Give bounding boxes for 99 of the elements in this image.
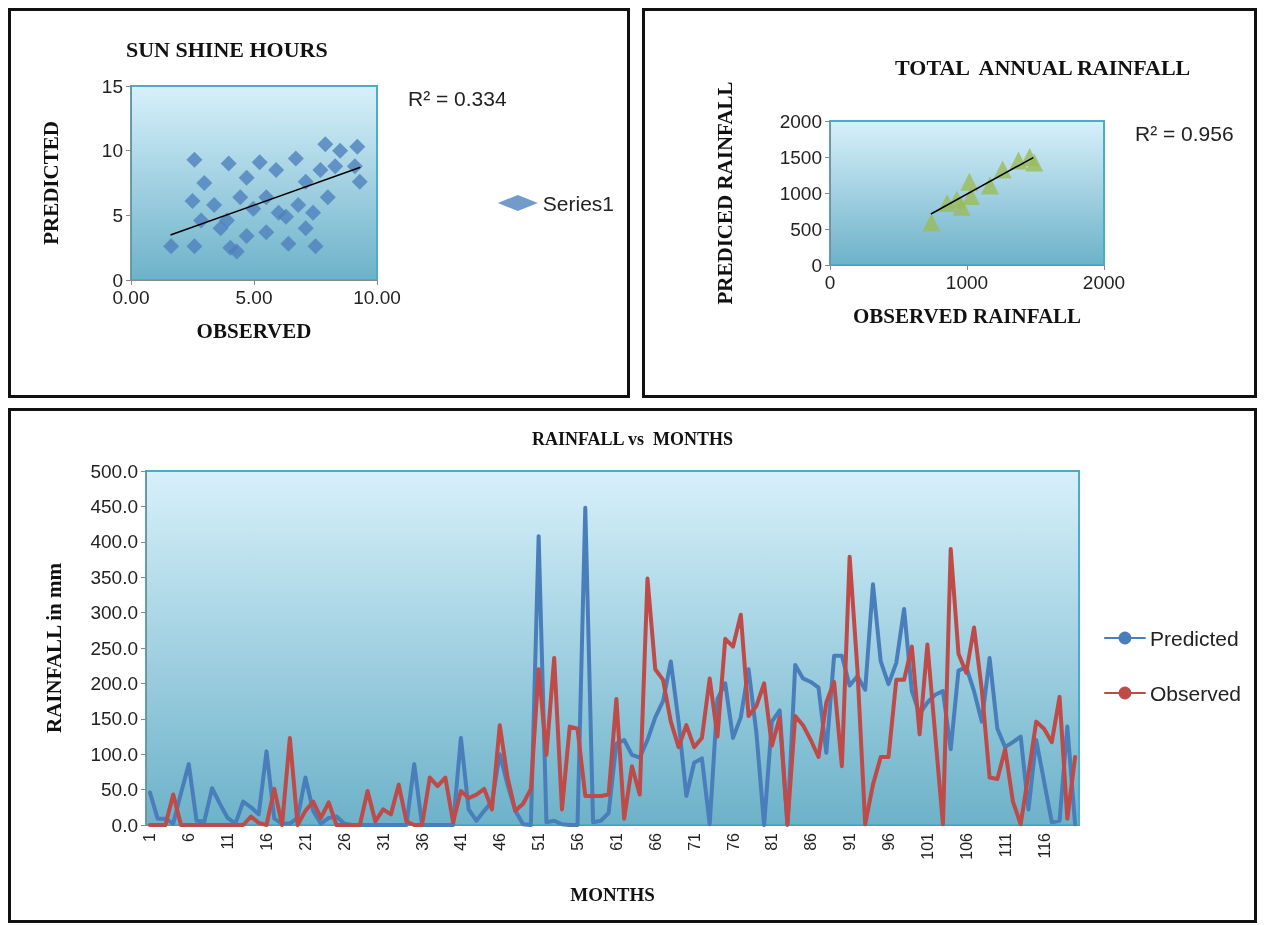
y-tick-label: 50.0 xyxy=(101,779,138,801)
point xyxy=(186,238,203,255)
chart-title: TOTAL ANNUAL RAINFALL xyxy=(895,54,1191,80)
point xyxy=(163,238,180,255)
point xyxy=(277,208,294,225)
y-tick-label: 400.0 xyxy=(90,531,138,553)
point xyxy=(238,169,255,186)
point xyxy=(184,193,201,210)
point xyxy=(196,175,213,191)
x-tick-label: 21 xyxy=(296,832,314,851)
point xyxy=(280,235,297,252)
point xyxy=(238,228,255,245)
x-tick-label: 101 xyxy=(918,832,936,860)
x-tick-label: 51 xyxy=(530,832,548,851)
point xyxy=(960,172,979,191)
x-tick-label: 41 xyxy=(452,832,470,851)
x-tick-label: 26 xyxy=(335,832,353,851)
y-tick-label: 1000 xyxy=(779,182,822,204)
x-tick-label: 31 xyxy=(374,832,392,851)
x-tick-label: 11 xyxy=(219,832,237,850)
legend-label: Predicted xyxy=(1149,626,1239,650)
legend-label: Series1 xyxy=(542,191,614,215)
point xyxy=(319,189,336,206)
x-tick-label: 16 xyxy=(258,832,276,851)
point xyxy=(220,155,237,172)
x-tick-label: 116 xyxy=(1035,832,1053,859)
point xyxy=(307,238,324,255)
y-axis-title: RAINFALL in mm xyxy=(41,562,66,733)
point xyxy=(981,176,1000,195)
y-tick-label: 300.0 xyxy=(90,602,138,624)
point xyxy=(952,197,971,216)
point xyxy=(268,162,285,179)
x-tick-label: 6 xyxy=(180,832,198,842)
point xyxy=(297,220,314,237)
y-tick-label: 350.0 xyxy=(90,566,138,588)
point xyxy=(332,142,349,159)
x-tick-label: 81 xyxy=(763,832,781,851)
x-tick-label: 46 xyxy=(491,832,509,851)
point xyxy=(317,136,334,153)
x-axis-title: OBSERVED RAINFALL xyxy=(852,303,1082,328)
text: R² = 0.334 xyxy=(408,87,507,110)
x-tick-label: 1 xyxy=(141,832,159,842)
x-tick-label: 111 xyxy=(996,832,1014,858)
x-tick-label: 66 xyxy=(646,832,664,851)
point xyxy=(305,204,322,221)
x-axis-title: OBSERVED xyxy=(196,318,312,343)
text: R² = 0.956 xyxy=(1135,122,1234,145)
x-tick-label: 76 xyxy=(724,832,742,851)
point xyxy=(251,154,268,171)
point xyxy=(961,186,980,205)
point xyxy=(228,243,245,260)
x-tick-label: 86 xyxy=(802,832,820,851)
x-tick-label: 106 xyxy=(957,832,975,860)
y-tick-label: 0.0 xyxy=(111,814,138,836)
x-tick-label: 56 xyxy=(569,832,587,851)
y-tick-label: 15 xyxy=(101,75,123,97)
point xyxy=(206,196,223,213)
point xyxy=(290,196,307,213)
x-tick-label: 0.00 xyxy=(112,287,150,308)
x-tick-label: 91 xyxy=(841,832,859,851)
y-tick-label: 100.0 xyxy=(90,743,138,765)
x-tick-label: 96 xyxy=(880,832,898,851)
point xyxy=(327,158,344,175)
y-tick-label: 5 xyxy=(112,204,123,226)
x-tick-label: 2000 xyxy=(1082,272,1126,293)
y-tick-label: 450.0 xyxy=(90,495,138,517)
point xyxy=(349,138,366,155)
chart-title: RAINFALL vs MONTHS xyxy=(531,429,734,449)
x-tick-label: 1000 xyxy=(945,272,989,293)
y-tick-label: 200.0 xyxy=(90,672,138,694)
chart-title: SUN SHINE HOURS xyxy=(126,36,328,62)
x-tick-label: 5.00 xyxy=(235,287,273,308)
point xyxy=(258,224,275,241)
x-tick-label: 0 xyxy=(824,272,836,293)
point xyxy=(232,189,249,206)
x-tick-label: 10.00 xyxy=(353,287,401,308)
point xyxy=(212,220,229,237)
point xyxy=(922,213,941,232)
y-axis-title: PREDICED RAINFALL xyxy=(712,81,737,305)
point xyxy=(312,162,329,179)
point xyxy=(186,151,203,168)
y-tick-label: 500.0 xyxy=(90,460,138,482)
x-tick-label: 36 xyxy=(413,832,431,851)
y-tick-label: 250.0 xyxy=(90,637,138,659)
y-tick-label: 1500 xyxy=(779,146,822,168)
y-tick-label: 150.0 xyxy=(90,708,138,730)
legend-label: Observed xyxy=(1149,681,1241,705)
y-tick-label: 10 xyxy=(101,140,123,162)
x-tick-label: 61 xyxy=(607,832,625,851)
y-tick-label: 500 xyxy=(790,218,822,240)
y-tick-label: 2000 xyxy=(779,110,822,132)
y-axis-title: PREDICTED xyxy=(38,121,63,245)
point xyxy=(1025,153,1044,172)
y-tick-label: 0 xyxy=(811,254,822,276)
point xyxy=(297,173,314,190)
point xyxy=(351,173,368,190)
point xyxy=(287,150,304,167)
x-axis-title: MONTHS xyxy=(570,884,655,905)
x-tick-label: 71 xyxy=(685,832,703,851)
